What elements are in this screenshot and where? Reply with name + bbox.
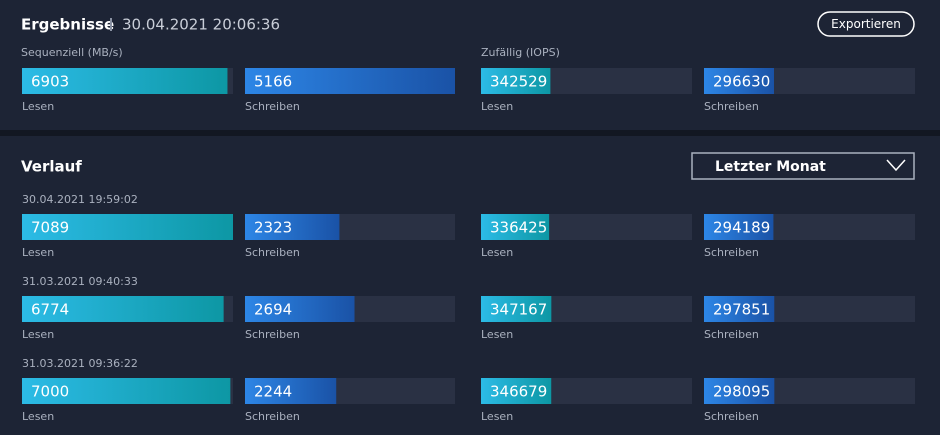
bar-label: Lesen [481,328,513,341]
write-bar [245,214,340,240]
bar-value: 294189 [713,219,770,237]
bar-label: Lesen [22,410,54,423]
dropdown-arrow[interactable] [886,159,906,172]
bar-value: 342529 [490,73,547,91]
export-button-label[interactable]: Exportieren [831,17,901,31]
bar-label: Schreiben [245,410,300,423]
bar-label: Lesen [22,246,54,259]
write-bar [245,68,455,94]
bar-label: Lesen [481,100,513,113]
bar-value: 2244 [254,383,292,401]
sequential-label: Sequenziell (MB/s) [21,46,123,59]
history-timestamp: 31.03.2021 09:40:33 [22,275,138,288]
bar-value: 2323 [254,219,292,237]
bar-label: Schreiben [704,246,759,259]
results-panel [0,0,940,130]
bar-value: 2694 [254,301,292,319]
history-timestamp: 31.03.2021 09:36:22 [22,357,138,370]
bar-label: Lesen [481,246,513,259]
read-bar [481,214,550,240]
bar-label: Schreiben [245,246,300,259]
filter-value[interactable]: Letzter Monat [715,159,826,175]
bar-label: Schreiben [245,328,300,341]
bar-label: Lesen [481,410,513,423]
bar-value: 336425 [490,219,547,237]
results-title: Ergebnisse [21,16,114,34]
bar-value: 298095 [713,383,770,401]
read-bar [481,296,552,322]
results-timestamp: 30.04.2021 20:06:36 [122,16,280,34]
export-button[interactable] [817,11,915,37]
read-bar [481,68,551,94]
write-bar [704,214,774,240]
write-bar [245,378,337,404]
bar-value: 7000 [31,383,69,401]
bar-value: 347167 [490,301,547,319]
bar-label: Schreiben [704,328,759,341]
bar-value: 6774 [31,301,69,319]
write-bar [245,296,355,322]
bar-label: Schreiben [704,100,759,113]
history-timestamp: 30.04.2021 19:59:02 [22,193,138,206]
write-bar [704,296,775,322]
bar-label: Lesen [22,100,54,113]
history-title: Verlauf [21,158,82,176]
divider [0,130,940,136]
read-bar [22,378,231,404]
bar-value: 296630 [713,73,770,91]
write-bar [704,378,775,404]
read-bar [22,296,224,322]
write-bar [704,68,774,94]
bar-label: Lesen [22,328,54,341]
bar-value: 7089 [31,219,69,237]
read-bar [22,68,228,94]
filter-dropdown[interactable] [691,152,915,180]
read-bar [22,214,233,240]
bar-value: 297851 [713,301,770,319]
separator [110,18,112,31]
random-label: Zufällig (IOPS) [481,46,560,59]
read-bar [481,378,552,404]
bar-value: 5166 [254,73,292,91]
bar-label: Schreiben [245,100,300,113]
bar-value: 6903 [31,73,69,91]
bar-label: Schreiben [704,410,759,423]
bar-value: 346679 [490,383,547,401]
